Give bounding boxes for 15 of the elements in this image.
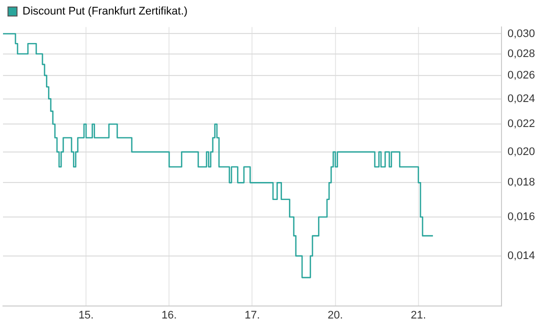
- y-tick-label: 0,016: [507, 211, 536, 224]
- y-tick-label: 0,020: [507, 146, 536, 158]
- y-tick-label: 0,014: [507, 250, 536, 262]
- x-tick-label: 17.: [244, 309, 260, 322]
- y-tick-label: 0,030: [507, 28, 536, 40]
- x-tick-label: 15.: [78, 309, 94, 322]
- y-tick-label: 0,028: [507, 48, 536, 60]
- x-tick-label: 21.: [410, 309, 426, 322]
- x-tick-label: 16.: [162, 309, 177, 322]
- y-tick-label: 0,024: [507, 92, 536, 105]
- y-tick-label: 0,022: [507, 118, 536, 130]
- x-tick-label: 20.: [328, 309, 343, 322]
- y-tick-label: 0,018: [507, 176, 536, 189]
- legend-label: Discount Put (Frankfurt Zertifikat.): [22, 6, 188, 18]
- y-tick-label: 0,026: [507, 69, 536, 82]
